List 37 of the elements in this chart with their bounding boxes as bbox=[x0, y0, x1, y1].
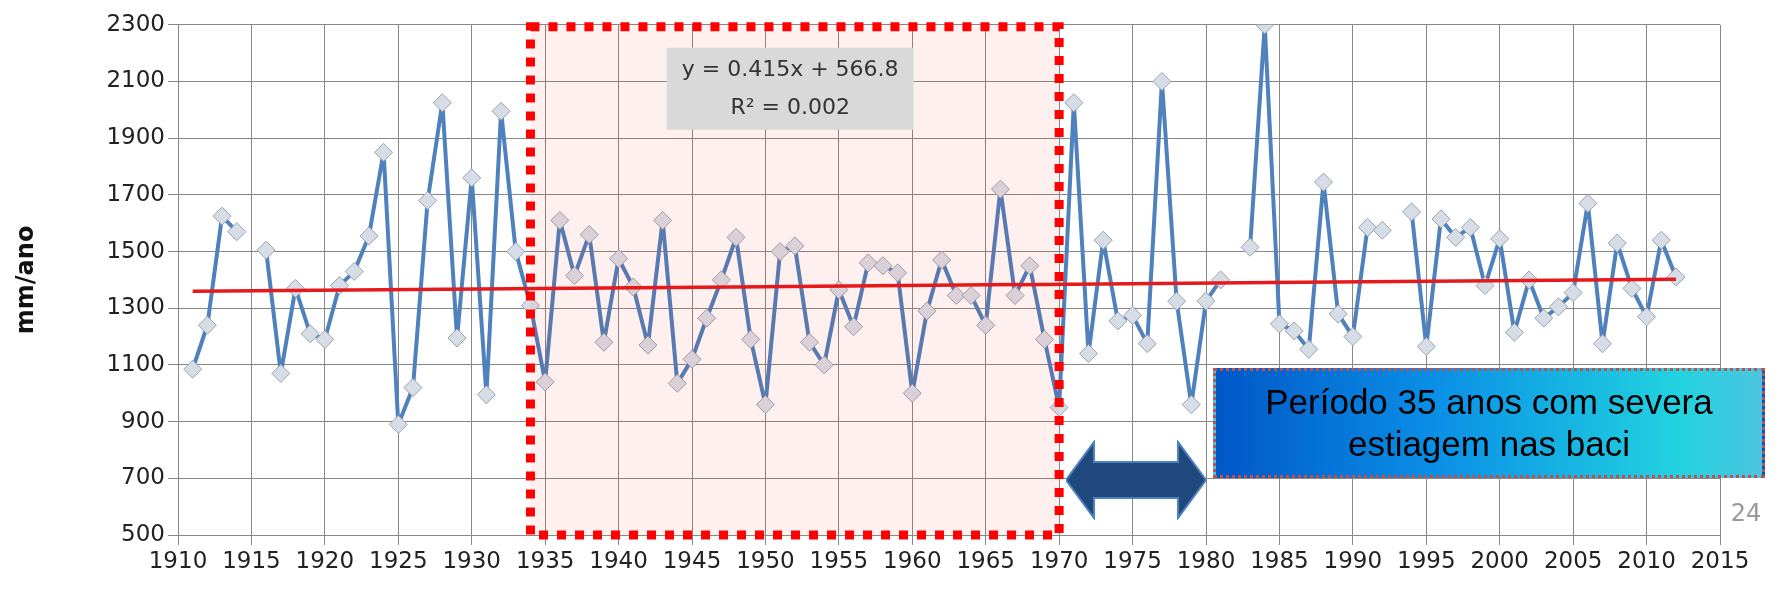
x-tick-label: 1920 bbox=[295, 546, 355, 573]
annotation: y = 0.415x + 566.8 bbox=[681, 55, 899, 81]
x-tick-label: 1995 bbox=[1397, 546, 1456, 573]
x-tick-label: 1955 bbox=[809, 546, 869, 573]
x-tick-label: 1975 bbox=[1103, 546, 1162, 573]
y-tick-label: 2300 bbox=[106, 9, 165, 36]
y-tick-label: 2100 bbox=[106, 66, 165, 93]
y-tick-label: 900 bbox=[121, 406, 165, 433]
x-tick-label: 2005 bbox=[1543, 546, 1603, 573]
x-tick-label: 2010 bbox=[1617, 546, 1676, 573]
y-tick-label: 500 bbox=[121, 519, 165, 546]
x-tick-label: 1970 bbox=[1029, 546, 1089, 573]
y-tick-label: 1500 bbox=[106, 236, 165, 263]
y-tick-label: 1900 bbox=[106, 123, 165, 150]
x-tick-label: 1980 bbox=[1176, 546, 1236, 573]
x-tick-label: 1930 bbox=[442, 546, 501, 573]
x-tick-label: 1940 bbox=[589, 546, 648, 573]
y-tick-label: 1700 bbox=[106, 179, 165, 206]
x-tick-label: 1925 bbox=[369, 546, 428, 573]
x-tick-label: 1915 bbox=[222, 546, 281, 573]
x-tick-label: 1910 bbox=[148, 546, 208, 573]
y-tick-label: 1100 bbox=[106, 349, 165, 376]
y-tick-label: 700 bbox=[121, 463, 165, 490]
x-tick-label: 1945 bbox=[662, 546, 722, 573]
x-tick-label: 1935 bbox=[515, 546, 575, 573]
x-tick-label: 1960 bbox=[883, 546, 942, 573]
x-tick-label: 2000 bbox=[1470, 546, 1529, 573]
x-tick-label: 1985 bbox=[1250, 546, 1309, 573]
y-tick-label: 1300 bbox=[106, 293, 165, 320]
x-tick-label: 1950 bbox=[736, 546, 795, 573]
annotation: R² = 0.002 bbox=[730, 93, 850, 119]
x-tick-label: 1965 bbox=[956, 546, 1015, 573]
text-box: Período 35 anos com severa estiagem nas baci bbox=[1213, 368, 1765, 478]
x-tick-label: 2015 bbox=[1690, 546, 1750, 573]
x-tick-label: 1990 bbox=[1323, 546, 1383, 573]
text: 24 bbox=[1730, 499, 1762, 527]
y-axis-title: mm/ano bbox=[10, 225, 39, 335]
